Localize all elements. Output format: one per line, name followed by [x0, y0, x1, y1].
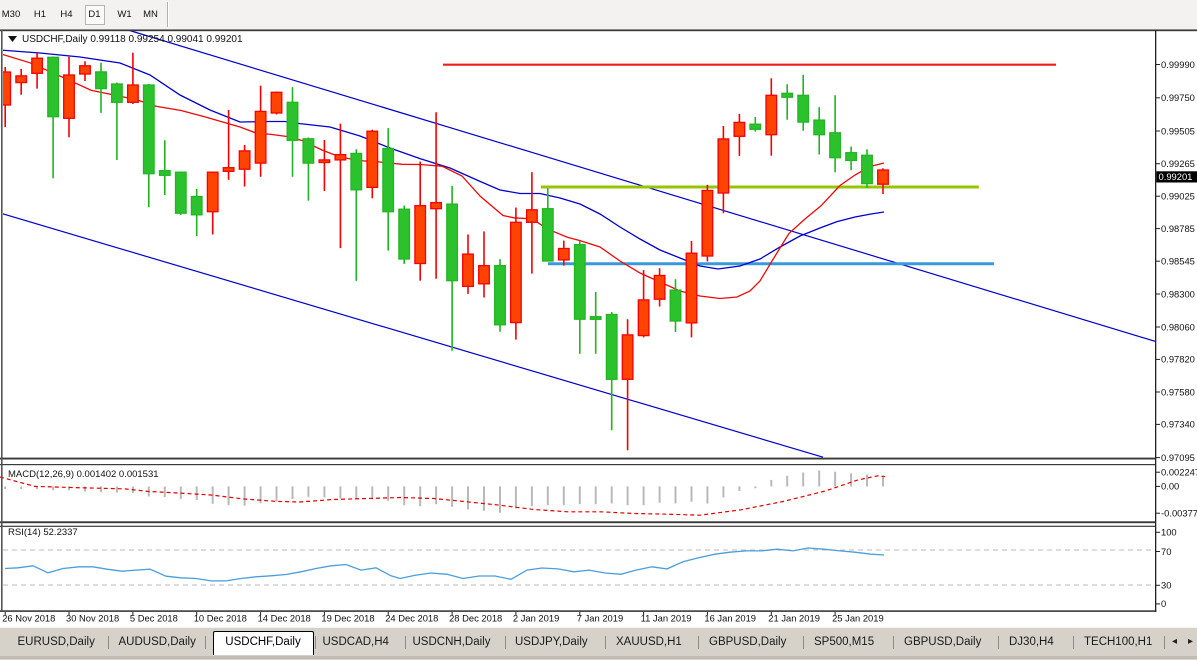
svg-text:0.98545: 0.98545 [1161, 256, 1195, 267]
svg-text:7 Jan 2019: 7 Jan 2019 [577, 612, 623, 623]
svg-text:0.98300: 0.98300 [1161, 288, 1195, 299]
svg-text:21 Jan 2019: 21 Jan 2019 [768, 612, 820, 623]
svg-text:16 Jan 2019: 16 Jan 2019 [704, 612, 756, 623]
svg-text:26 Nov 2018: 26 Nov 2018 [2, 612, 55, 623]
svg-text:30 Nov 2018: 30 Nov 2018 [66, 612, 119, 623]
svg-text:0: 0 [1161, 598, 1166, 609]
svg-text:24 Dec 2018: 24 Dec 2018 [385, 612, 438, 623]
svg-text:100: 100 [1161, 527, 1177, 538]
svg-text:0.00: 0.00 [1161, 481, 1179, 492]
svg-text:USDCHF,Daily 0.99118 0.99254: USDCHF,Daily 0.99118 0.99254 0.99041 0.9… [22, 34, 243, 45]
svg-text:0.002247: 0.002247 [1161, 467, 1197, 478]
svg-text:MACD(12,26,9) 0.001402 0.00153: MACD(12,26,9) 0.001402 0.001531 [8, 469, 159, 480]
svg-text:0.99505: 0.99505 [1161, 125, 1195, 136]
svg-text:0.97095: 0.97095 [1161, 452, 1195, 463]
svg-text:0.99750: 0.99750 [1161, 92, 1195, 103]
svg-text:0.97820: 0.97820 [1161, 354, 1195, 365]
svg-text:2 Jan 2019: 2 Jan 2019 [513, 612, 559, 623]
svg-text:14 Dec 2018: 14 Dec 2018 [258, 612, 311, 623]
svg-text:5 Dec 2018: 5 Dec 2018 [130, 612, 178, 623]
svg-text:0.99201: 0.99201 [1159, 171, 1193, 182]
svg-text:70: 70 [1161, 546, 1171, 557]
svg-text:19 Dec 2018: 19 Dec 2018 [321, 612, 374, 623]
svg-text:-0.003776: -0.003776 [1161, 508, 1197, 519]
svg-text:30: 30 [1161, 580, 1171, 591]
svg-text:0.98060: 0.98060 [1161, 321, 1195, 332]
svg-text:0.97340: 0.97340 [1161, 419, 1195, 430]
svg-text:0.99990: 0.99990 [1161, 59, 1195, 70]
svg-text:11 Jan 2019: 11 Jan 2019 [641, 612, 692, 623]
svg-text:25 Jan 2019: 25 Jan 2019 [832, 612, 884, 623]
svg-text:RSI(14) 52.2337: RSI(14) 52.2337 [8, 527, 78, 538]
svg-text:28 Dec 2018: 28 Dec 2018 [449, 612, 502, 623]
svg-text:0.99265: 0.99265 [1161, 158, 1195, 169]
svg-text:0.99025: 0.99025 [1161, 191, 1195, 202]
svg-text:0.97580: 0.97580 [1161, 386, 1195, 397]
svg-text:10 Dec 2018: 10 Dec 2018 [194, 612, 247, 623]
svg-text:0.98785: 0.98785 [1161, 223, 1195, 234]
